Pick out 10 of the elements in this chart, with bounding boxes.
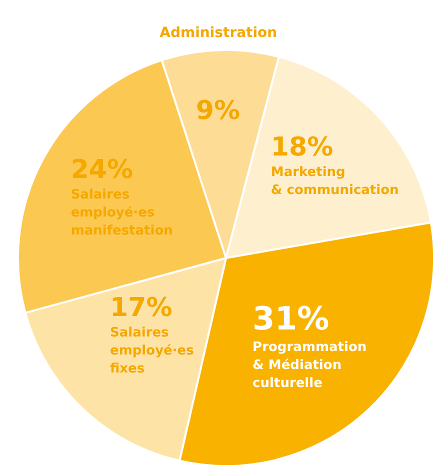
data-label: 9% (196, 96, 240, 126)
slice-label: Salaires employé·es manifestation (70, 188, 173, 239)
data-label: 24% (70, 155, 134, 186)
slice-label: Marketing & communication (270, 165, 399, 198)
slice-label: Programmation & Médiation culturelle (252, 340, 367, 392)
slice-label: Administration (160, 25, 278, 42)
slice-label: Salaires employé·es fixes (110, 326, 194, 377)
data-label: 17% (110, 293, 172, 324)
data-label: 31% (252, 300, 330, 338)
data-label: 18% (270, 132, 334, 163)
